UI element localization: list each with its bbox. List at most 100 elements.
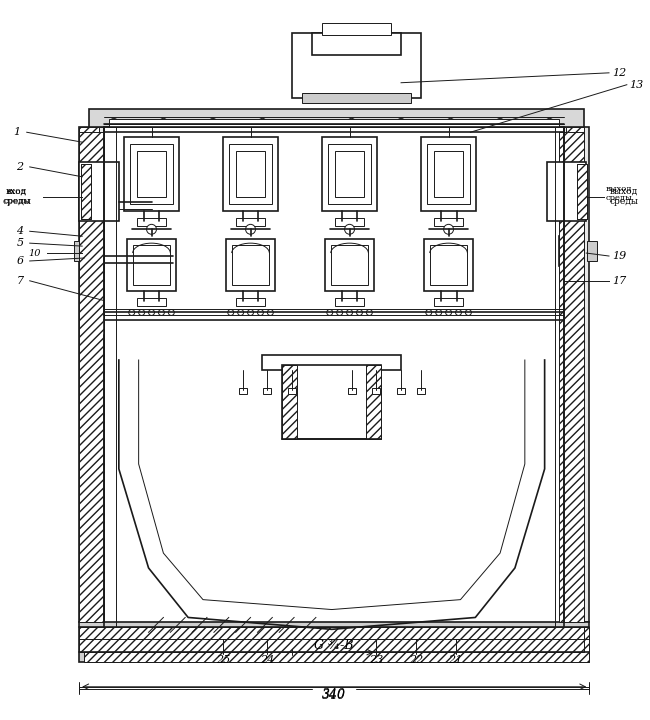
Bar	[226, 239, 276, 291]
Circle shape	[567, 258, 573, 264]
Circle shape	[456, 310, 462, 315]
Bar	[236, 218, 265, 226]
Bar	[292, 33, 421, 98]
Text: 17: 17	[612, 276, 626, 286]
Circle shape	[496, 118, 504, 126]
Text: 13: 13	[630, 80, 644, 90]
Text: 25: 25	[216, 655, 230, 665]
Circle shape	[246, 225, 255, 234]
Bar	[560, 236, 581, 266]
Bar	[282, 365, 297, 439]
Bar	[372, 388, 380, 394]
Text: выход
среды: выход среды	[610, 187, 638, 207]
Text: вход
среды: вход среды	[3, 187, 31, 207]
Circle shape	[227, 310, 234, 315]
Circle shape	[348, 118, 356, 126]
Circle shape	[129, 310, 135, 315]
Text: 2: 2	[16, 162, 23, 172]
Circle shape	[259, 118, 266, 126]
Circle shape	[238, 310, 244, 315]
Bar	[82, 236, 104, 266]
Bar	[136, 218, 166, 226]
Bar	[560, 236, 581, 266]
Bar	[127, 239, 176, 291]
Bar	[322, 138, 377, 212]
Text: 19: 19	[612, 251, 626, 261]
Bar	[331, 245, 369, 284]
Circle shape	[426, 310, 432, 315]
Circle shape	[248, 310, 254, 315]
Bar	[74, 241, 85, 261]
Bar	[427, 144, 471, 204]
Text: 21: 21	[448, 655, 463, 665]
Bar	[130, 144, 174, 204]
Bar	[136, 151, 166, 197]
Bar	[424, 239, 473, 291]
Circle shape	[138, 310, 144, 315]
Circle shape	[567, 250, 573, 256]
Circle shape	[346, 310, 352, 315]
Circle shape	[465, 310, 471, 315]
Bar	[335, 297, 365, 305]
Bar	[133, 245, 170, 284]
Bar	[434, 151, 463, 197]
Bar	[421, 138, 476, 212]
Bar	[547, 162, 586, 221]
Bar	[81, 164, 91, 220]
Text: 7: 7	[16, 276, 23, 286]
Bar	[79, 127, 99, 622]
Text: 6: 6	[16, 256, 23, 266]
Text: выход
среды: выход среды	[606, 185, 632, 202]
Bar	[236, 151, 265, 197]
Circle shape	[367, 310, 372, 315]
Circle shape	[257, 310, 263, 315]
Circle shape	[436, 310, 441, 315]
Bar	[136, 297, 166, 305]
Bar	[263, 388, 271, 394]
Text: 5: 5	[16, 238, 23, 248]
Bar	[348, 388, 356, 394]
Text: 22: 22	[409, 655, 423, 665]
Bar	[564, 127, 589, 622]
Bar	[89, 109, 584, 127]
Bar	[223, 138, 278, 212]
Circle shape	[444, 225, 454, 234]
Bar	[263, 355, 401, 370]
Circle shape	[337, 310, 343, 315]
Bar	[312, 33, 401, 55]
Circle shape	[209, 118, 217, 126]
Bar	[229, 144, 272, 204]
Bar	[81, 164, 91, 220]
Bar	[397, 388, 405, 394]
Bar	[79, 627, 584, 652]
Bar	[282, 365, 382, 439]
Bar	[577, 164, 587, 220]
Bar	[587, 241, 597, 261]
Text: 24: 24	[260, 655, 274, 665]
Bar	[288, 388, 296, 394]
Circle shape	[267, 310, 273, 315]
Bar	[109, 120, 560, 127]
Bar	[239, 388, 246, 394]
Bar	[434, 297, 463, 305]
Bar	[79, 622, 589, 662]
Text: 1: 1	[13, 127, 20, 138]
Text: 23: 23	[369, 655, 384, 665]
Circle shape	[344, 225, 354, 234]
Bar	[430, 245, 467, 284]
Bar	[335, 218, 365, 226]
Bar	[79, 127, 104, 622]
Bar	[328, 144, 371, 204]
Circle shape	[90, 258, 96, 264]
Bar	[79, 132, 104, 622]
Circle shape	[397, 118, 405, 126]
Bar	[79, 162, 119, 221]
Circle shape	[146, 225, 157, 234]
Circle shape	[90, 250, 96, 256]
Bar	[322, 23, 391, 35]
Circle shape	[327, 310, 333, 315]
Bar	[566, 127, 584, 622]
Bar	[302, 93, 411, 102]
Bar	[84, 627, 589, 662]
Bar	[367, 365, 382, 439]
